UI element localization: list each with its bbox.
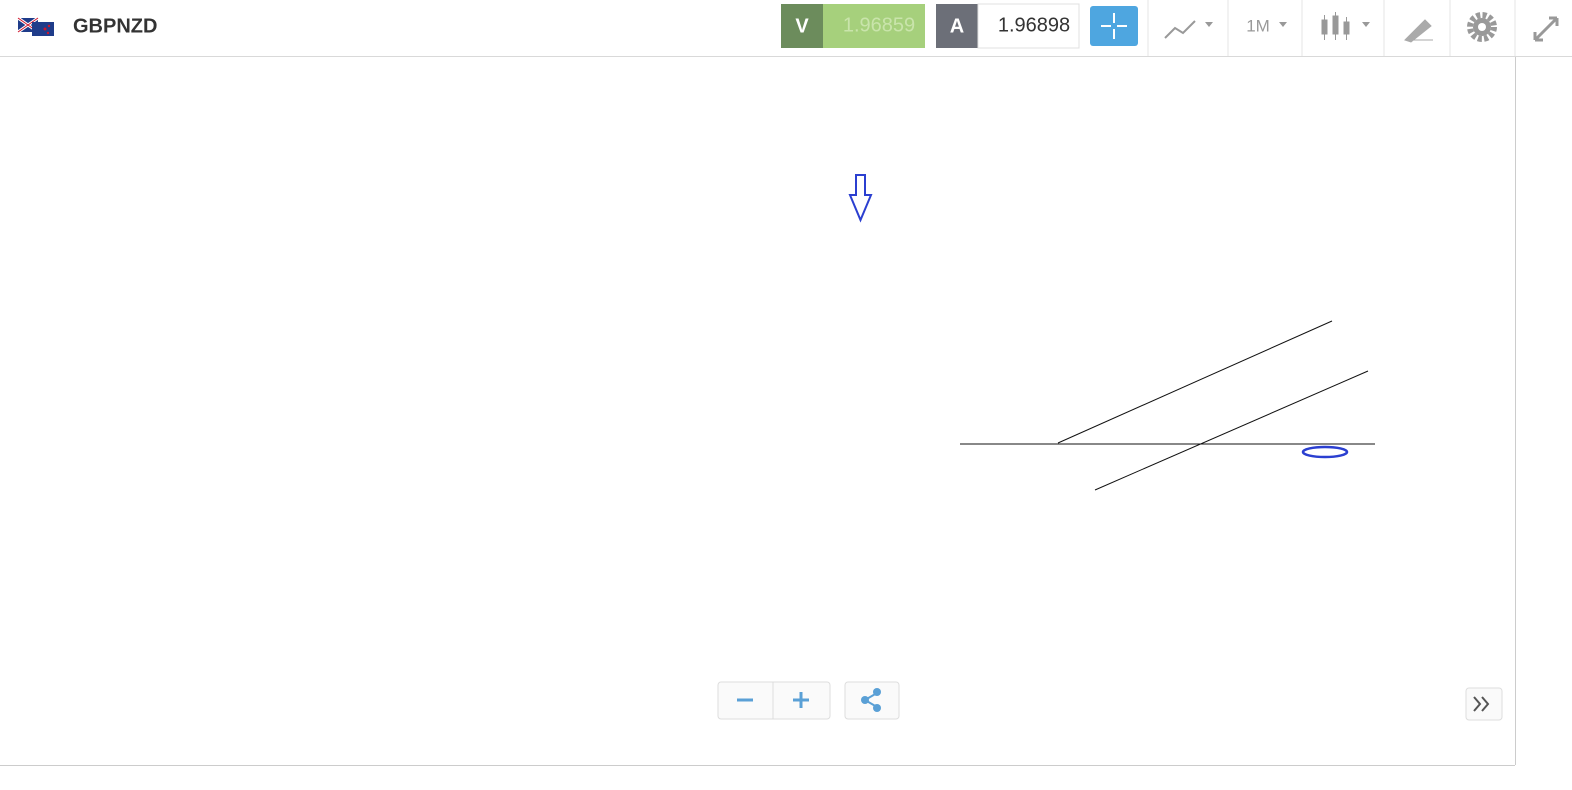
flag-icon	[17, 16, 54, 36]
zoom-in-button[interactable]	[793, 692, 809, 708]
zoom-controls	[717, 681, 1503, 721]
buy-label: A	[950, 15, 964, 37]
arrow-marker	[848, 174, 873, 223]
candle-style-button[interactable]	[1321, 12, 1370, 40]
share-button[interactable]	[844, 681, 900, 720]
channel-lower	[1094, 370, 1369, 491]
buy-price: 1.96898	[998, 14, 1070, 36]
timeframe[interactable]: 1M	[1246, 16, 1270, 35]
sell-price: 1.96859	[843, 14, 915, 36]
sell-label: V	[795, 15, 809, 37]
fullscreen-button[interactable]	[1533, 16, 1559, 42]
draw-tool-button[interactable]	[1404, 19, 1433, 43]
buy-button[interactable]: A 1.96898	[936, 3, 1080, 49]
sell-button[interactable]: V 1.96859	[781, 4, 925, 48]
channel-upper	[1057, 320, 1333, 444]
settings-button[interactable]	[1467, 12, 1497, 42]
symbol: GBPNZD	[73, 15, 157, 37]
scroll-right-button[interactable]	[1465, 687, 1503, 721]
ellipse-marker	[1301, 445, 1349, 459]
chart-type-button[interactable]	[1164, 20, 1213, 39]
drawings	[848, 174, 1375, 491]
timeframe-caret	[1279, 22, 1287, 27]
header: GBPNZD V 1.96859 A 1.96898 1M	[0, 0, 1572, 57]
crosshair-button[interactable]	[1090, 6, 1138, 46]
